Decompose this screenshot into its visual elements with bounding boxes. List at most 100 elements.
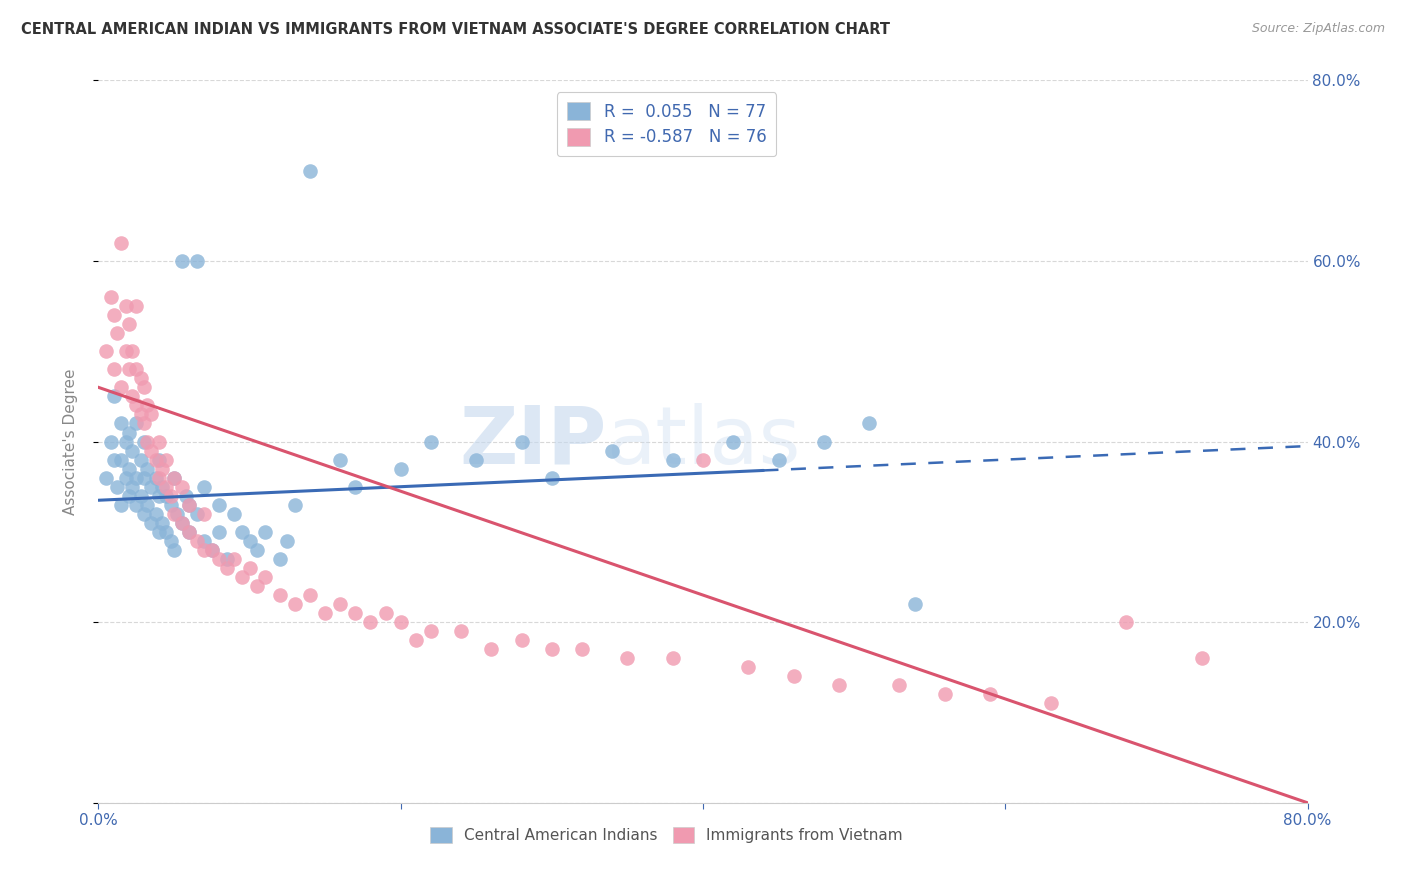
Point xyxy=(737,660,759,674)
Point xyxy=(141,480,163,494)
Point xyxy=(163,542,186,557)
Point xyxy=(129,452,152,467)
Point xyxy=(118,489,141,503)
Point xyxy=(465,452,488,467)
Point xyxy=(125,498,148,512)
Point xyxy=(129,371,152,385)
Point xyxy=(163,507,186,521)
Point xyxy=(193,480,215,494)
Point xyxy=(132,380,155,394)
Point xyxy=(160,489,183,503)
Point xyxy=(269,552,291,566)
Point xyxy=(768,452,790,467)
Point xyxy=(1115,615,1137,630)
Point xyxy=(132,417,155,431)
Y-axis label: Associate's Degree: Associate's Degree xyxy=(63,368,77,515)
Point xyxy=(193,507,215,521)
Point xyxy=(374,606,396,620)
Point xyxy=(118,425,141,440)
Point xyxy=(105,480,128,494)
Point xyxy=(420,624,443,639)
Point xyxy=(828,678,851,692)
Point xyxy=(889,678,911,692)
Point xyxy=(208,552,231,566)
Point xyxy=(344,606,367,620)
Point xyxy=(110,235,132,250)
Point xyxy=(103,452,125,467)
Point xyxy=(125,417,148,431)
Point xyxy=(215,552,238,566)
Point xyxy=(170,254,193,268)
Point xyxy=(246,542,269,557)
Point xyxy=(110,452,132,467)
Point xyxy=(224,507,246,521)
Point xyxy=(186,254,208,268)
Point xyxy=(155,480,177,494)
Point xyxy=(510,434,533,449)
Point xyxy=(135,434,157,449)
Point xyxy=(174,489,197,503)
Point xyxy=(1039,697,1062,711)
Point xyxy=(163,471,186,485)
Point xyxy=(450,624,472,639)
Point xyxy=(239,561,262,575)
Point xyxy=(150,516,173,530)
Point xyxy=(360,615,382,630)
Point xyxy=(132,434,155,449)
Point xyxy=(783,669,806,683)
Point xyxy=(141,408,163,422)
Point xyxy=(110,417,132,431)
Point xyxy=(135,498,157,512)
Point xyxy=(239,533,262,548)
Point xyxy=(405,633,427,648)
Point xyxy=(125,398,148,412)
Point xyxy=(150,461,173,475)
Point xyxy=(344,480,367,494)
Point xyxy=(540,642,562,657)
Point xyxy=(148,452,170,467)
Point xyxy=(148,434,170,449)
Text: CENTRAL AMERICAN INDIAN VS IMMIGRANTS FROM VIETNAM ASSOCIATE'S DEGREE CORRELATIO: CENTRAL AMERICAN INDIAN VS IMMIGRANTS FR… xyxy=(21,22,890,37)
Point xyxy=(114,434,136,449)
Point xyxy=(114,344,136,359)
Point xyxy=(110,380,132,394)
Point xyxy=(129,489,152,503)
Point xyxy=(253,570,276,584)
Point xyxy=(540,471,562,485)
Point xyxy=(103,308,125,322)
Point xyxy=(661,452,683,467)
Point xyxy=(179,524,201,539)
Point xyxy=(193,542,215,557)
Point xyxy=(215,561,238,575)
Point xyxy=(125,362,148,376)
Point xyxy=(170,480,193,494)
Point xyxy=(179,498,201,512)
Point xyxy=(186,533,208,548)
Point xyxy=(329,597,352,611)
Point xyxy=(1191,651,1213,665)
Point xyxy=(179,524,201,539)
Point xyxy=(94,471,117,485)
Point xyxy=(224,552,246,566)
Point xyxy=(616,651,638,665)
Point xyxy=(602,443,624,458)
Point xyxy=(284,597,307,611)
Point xyxy=(661,651,683,665)
Point xyxy=(510,633,533,648)
Point xyxy=(170,516,193,530)
Point xyxy=(201,542,224,557)
Point xyxy=(103,389,125,403)
Point xyxy=(276,533,298,548)
Point xyxy=(186,507,208,521)
Point xyxy=(231,524,253,539)
Text: Source: ZipAtlas.com: Source: ZipAtlas.com xyxy=(1251,22,1385,36)
Point xyxy=(155,524,177,539)
Point xyxy=(148,471,170,485)
Point xyxy=(253,524,276,539)
Point xyxy=(208,524,231,539)
Point xyxy=(170,516,193,530)
Point xyxy=(979,687,1001,701)
Point xyxy=(114,299,136,313)
Point xyxy=(118,362,141,376)
Point xyxy=(269,588,291,602)
